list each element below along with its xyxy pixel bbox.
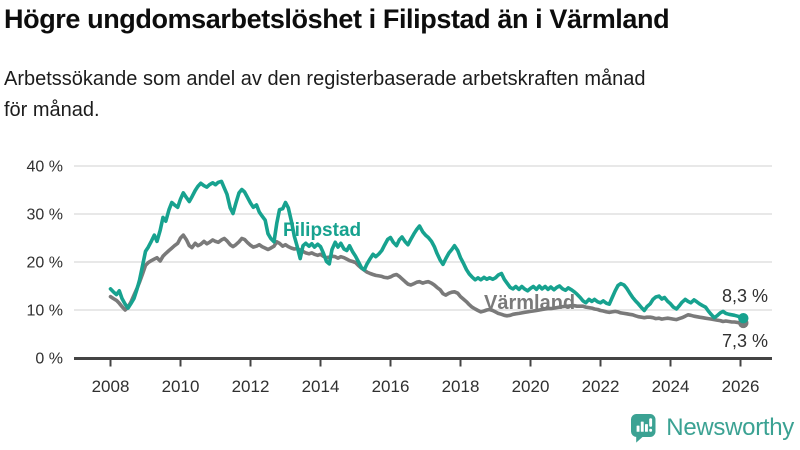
y-axis-tick-label: 0 %	[35, 351, 63, 368]
chart-subtitle: Arbetssökande som andel av den registerb…	[4, 64, 646, 126]
y-axis-tick-label: 10 %	[27, 303, 63, 320]
y-axis-tick-labels: 0 % 10 % 20 % 30 % 40 %	[27, 159, 63, 368]
end-value-label-varmland: 7,3 %	[722, 331, 769, 351]
speech-bubble-bar-chart-icon	[631, 414, 656, 443]
series-line-vrmland	[108, 233, 746, 325]
chart-subtitle-line1: Arbetssökande som andel av den registerb…	[4, 68, 646, 90]
series-end-dot-filipstad	[738, 312, 749, 324]
x-axis-tick-label: 2022	[582, 377, 620, 396]
x-axis-tick-label: 2008	[92, 377, 130, 396]
x-axis-tick-label: 2018	[442, 377, 480, 396]
x-axis-tick-label: 2014	[302, 377, 340, 396]
brand-name: Newsworthy	[666, 413, 794, 441]
y-axis-tick-label: 30 %	[27, 207, 63, 224]
series-label-filipstad: Filipstad	[283, 220, 362, 241]
gridlines	[74, 165, 772, 311]
data-series	[108, 179, 749, 329]
x-axis-tick-label: 2026	[722, 377, 760, 396]
y-axis-tick-label: 20 %	[27, 255, 63, 272]
series-label-varmland: Värmland	[484, 292, 576, 314]
x-axis-tick-label: 2020	[512, 377, 550, 396]
series-line-filipstad	[108, 179, 746, 320]
x-axis-tick-label: 2016	[372, 377, 410, 396]
x-axis-tick-label: 2024	[652, 377, 690, 396]
end-value-label-filipstad: 8,3 %	[722, 286, 769, 306]
newsworthy-branding: Newsworthy	[629, 412, 794, 443]
x-axis-tick-label: 2012	[232, 377, 270, 396]
y-axis-tick-label: 40 %	[27, 159, 63, 176]
x-axis-tick-label: 2010	[162, 377, 200, 396]
chart-subtitle-line2: för månad.	[4, 99, 100, 121]
chart-title: Högre ungdomsarbetslöshet i Filipstad än…	[4, 4, 670, 34]
x-axis: 2008 2010 2012 2014 2016 2018 2020 2022 2024 2026	[74, 357, 772, 396]
